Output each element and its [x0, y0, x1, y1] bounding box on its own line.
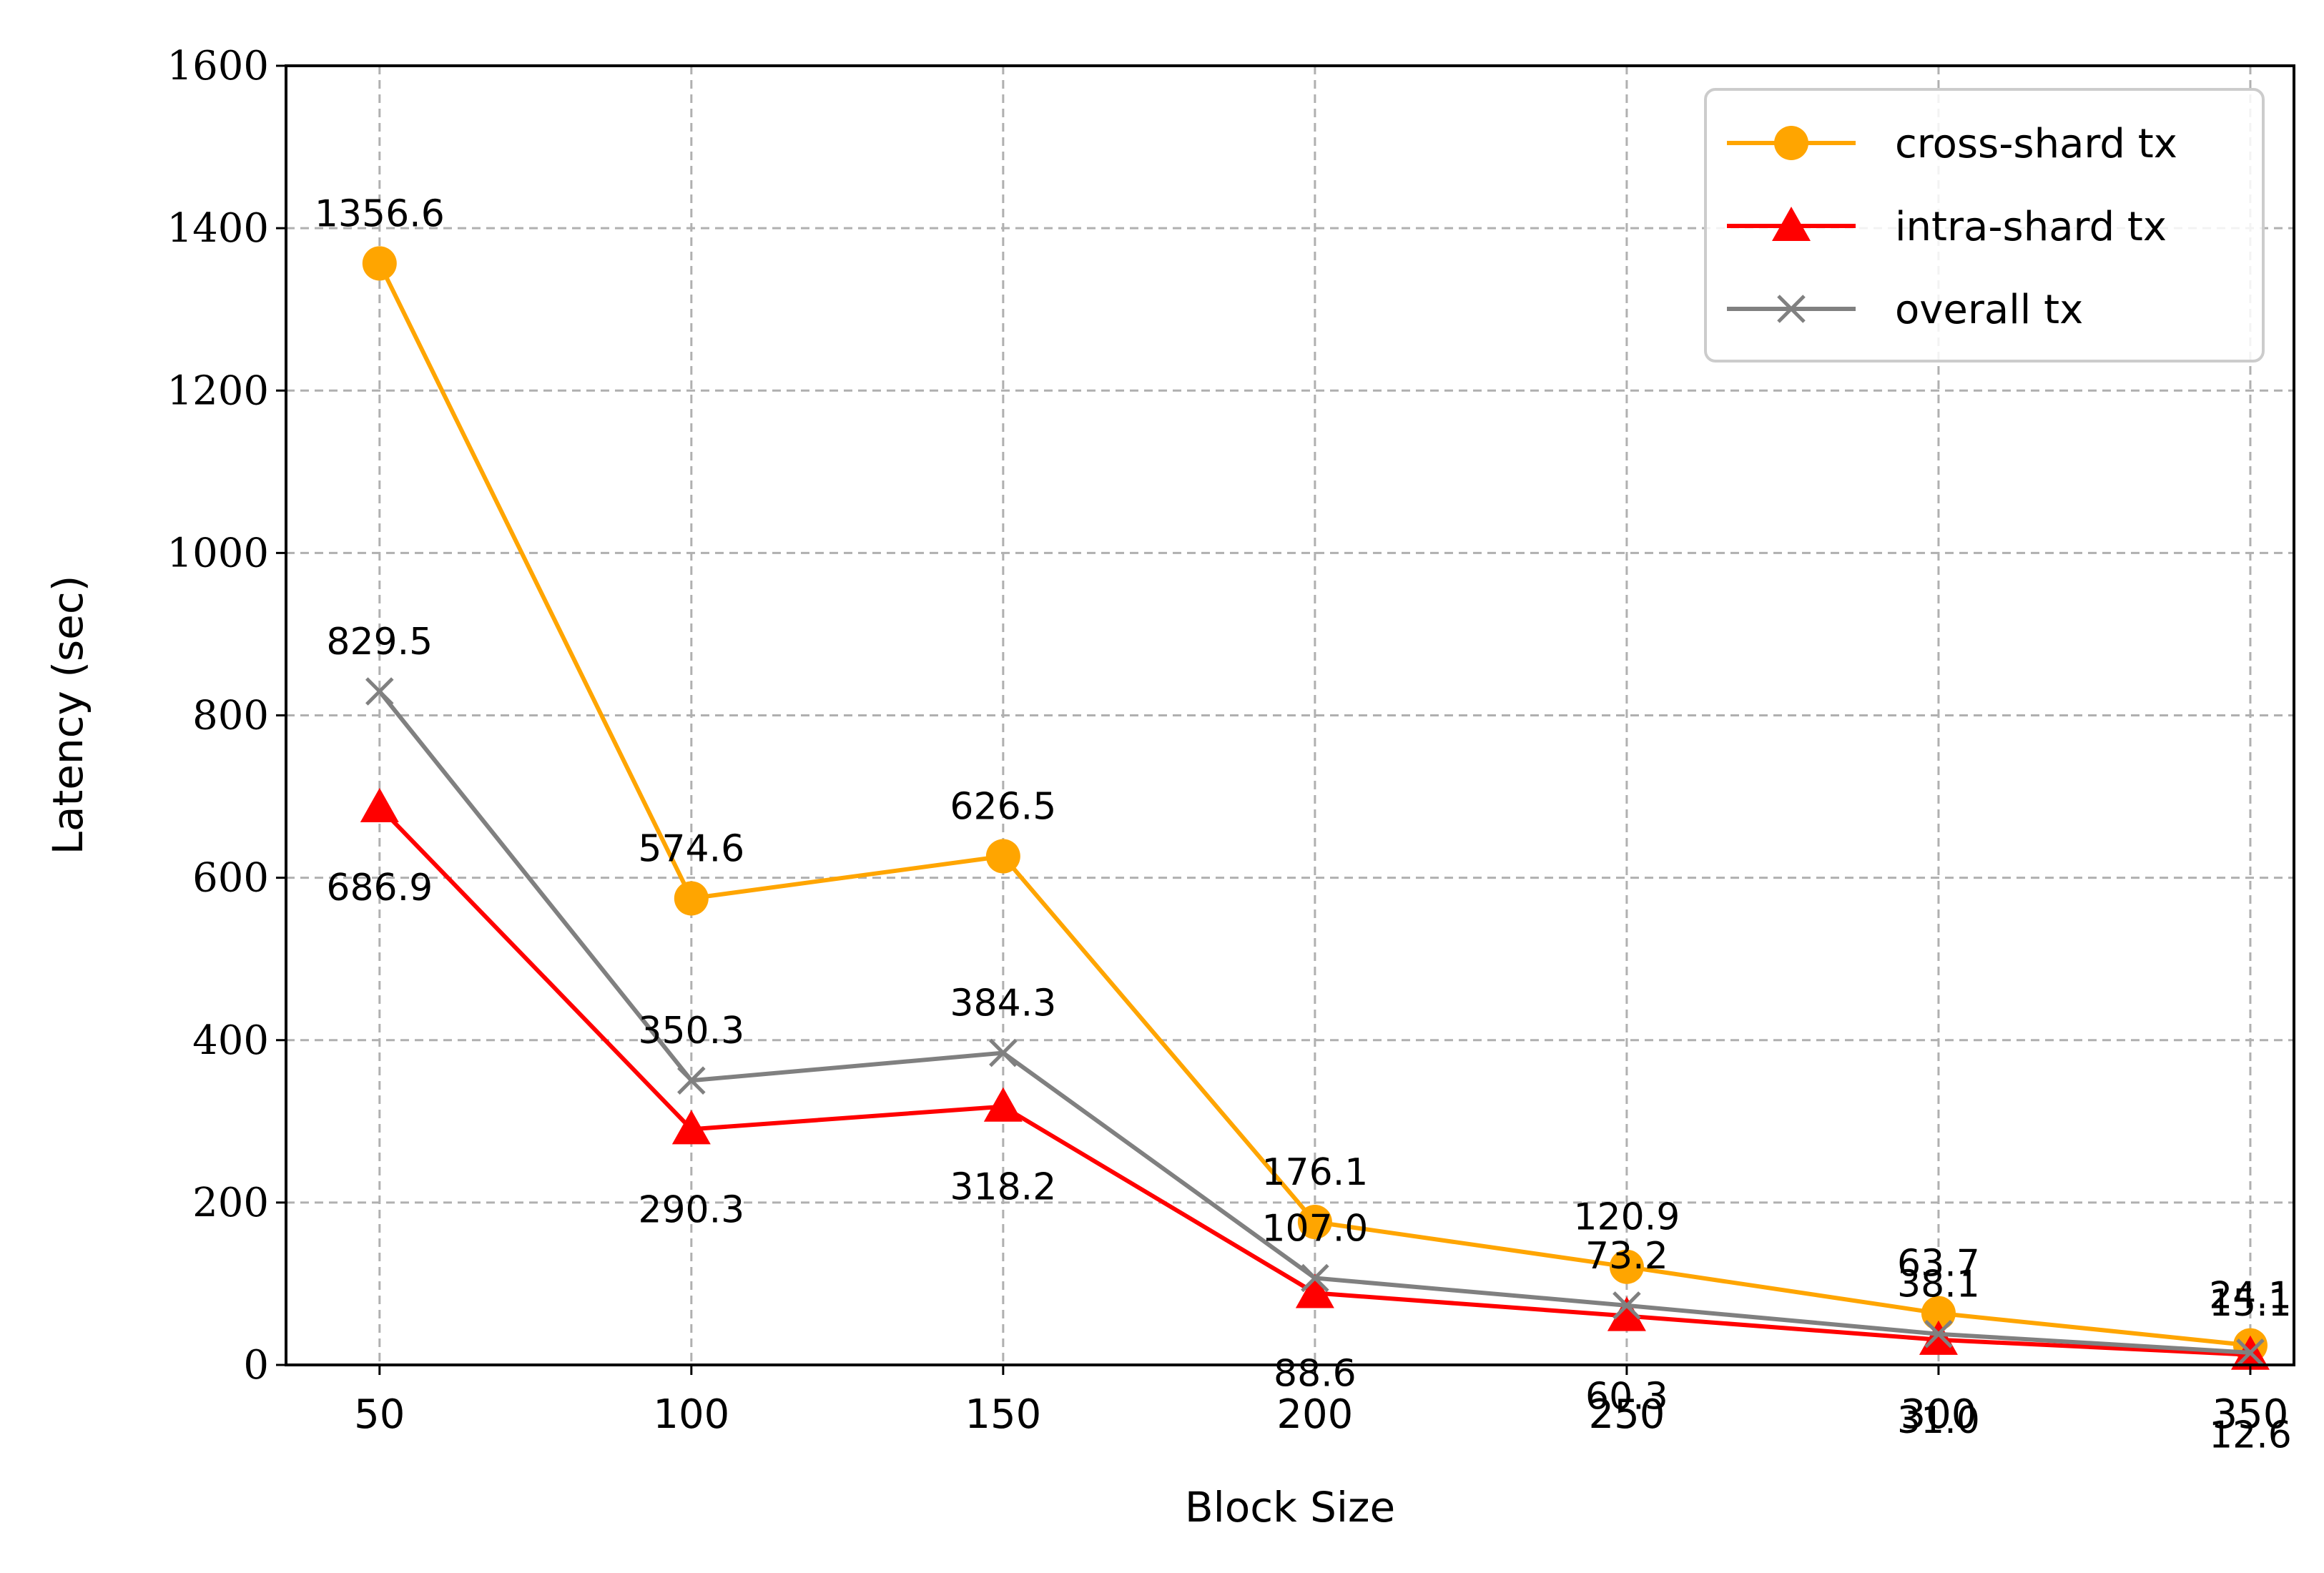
data-point — [1297, 1205, 1332, 1240]
data-point — [2236, 1338, 2265, 1367]
x-tick-label: 300 — [1900, 1391, 1976, 1438]
x-tick-label: 200 — [1276, 1391, 1353, 1438]
legend-marker — [1777, 295, 1806, 323]
legend-label: cross-shard tx — [1895, 121, 2177, 167]
data-label: 574.6 — [638, 827, 744, 870]
data-point — [1301, 1263, 1329, 1293]
data-point — [362, 246, 397, 281]
x-axis-title: Block Size — [1185, 1483, 1395, 1532]
data-label: 290.3 — [638, 1188, 744, 1231]
legend-marker — [1772, 207, 1811, 242]
data-point — [677, 1066, 706, 1095]
data-point — [989, 1038, 1018, 1067]
data-label: 73.2 — [1585, 1235, 1668, 1278]
y-tick-label: 200 — [192, 1180, 269, 1226]
data-point — [1612, 1291, 1641, 1320]
y-axis-title: Latency (sec) — [44, 576, 92, 855]
data-label: 31.0 — [1897, 1399, 1980, 1442]
legend-frame — [1704, 88, 2265, 363]
y-tick-label: 400 — [192, 1017, 269, 1064]
y-tick-label: 1400 — [167, 205, 269, 252]
data-point — [365, 677, 394, 706]
y-tick-label: 1000 — [167, 530, 269, 576]
data-point — [1924, 1319, 1953, 1348]
series-overall-tx — [365, 677, 2265, 1367]
data-label: 686.9 — [326, 867, 433, 909]
data-label: 829.5 — [326, 621, 433, 664]
data-label: 38.1 — [1897, 1263, 1980, 1306]
data-label: 60.3 — [1585, 1376, 1668, 1419]
legend-item: overall tx — [1727, 287, 2083, 333]
data-point — [985, 839, 1020, 874]
data-label: 107.0 — [1261, 1207, 1368, 1250]
data-point — [671, 1110, 711, 1145]
data-label: 318.2 — [950, 1166, 1056, 1209]
data-point — [1295, 1273, 1334, 1308]
data-label: 120.9 — [1573, 1196, 1680, 1239]
data-label: 12.6 — [2209, 1414, 2292, 1457]
y-tick-label: 0 — [243, 1342, 269, 1389]
data-label: 626.5 — [950, 786, 1056, 829]
data-label: 15.1 — [2209, 1282, 2292, 1325]
x-tick-label: 50 — [354, 1391, 405, 1438]
data-label: 384.3 — [950, 982, 1056, 1025]
y-tick-label: 800 — [192, 693, 269, 739]
data-point — [983, 1087, 1023, 1122]
legend-label: intra-shard tx — [1895, 204, 2167, 250]
data-point — [1609, 1249, 1644, 1284]
axis-ticks: 50 100 150 200 250 300 350 0 200 400 600 800 1000 120… — [167, 43, 2288, 1438]
x-tick-label: 350 — [2212, 1391, 2289, 1438]
data-label: 176.1 — [1261, 1151, 1368, 1194]
x-tick-label: 100 — [653, 1391, 729, 1438]
data-label: 1356.6 — [315, 192, 445, 235]
data-point — [1919, 1320, 1958, 1355]
legend-item: intra-shard tx — [1727, 204, 2167, 250]
series-intra-shard-tx — [360, 787, 2270, 1370]
data-point — [1921, 1296, 1956, 1331]
y-tick-label: 1600 — [167, 43, 269, 89]
legend-item: cross-shard tx — [1727, 121, 2177, 167]
legend-marker — [1774, 126, 1808, 160]
data-label: 350.3 — [638, 1010, 744, 1052]
y-tick-label: 600 — [192, 855, 269, 902]
data-label: 24.1 — [2209, 1275, 2292, 1318]
data-point — [674, 881, 709, 916]
data-label: 63.7 — [1897, 1243, 1980, 1286]
x-tick-label: 150 — [965, 1391, 1041, 1438]
data-labels: 1356.6 574.6 626.5 176.1 120.9 63.7 24.1 686.9 2… — [315, 192, 2292, 1456]
x-tick-label: 250 — [1588, 1391, 1665, 1438]
legend: cross-shard tx intra-shard tx overall tx — [1704, 88, 2265, 363]
data-point — [360, 787, 399, 822]
y-tick-label: 1200 — [167, 368, 269, 414]
series-lines — [360, 246, 2270, 1370]
legend-label: overall tx — [1895, 287, 2083, 333]
data-point — [1607, 1296, 1646, 1331]
